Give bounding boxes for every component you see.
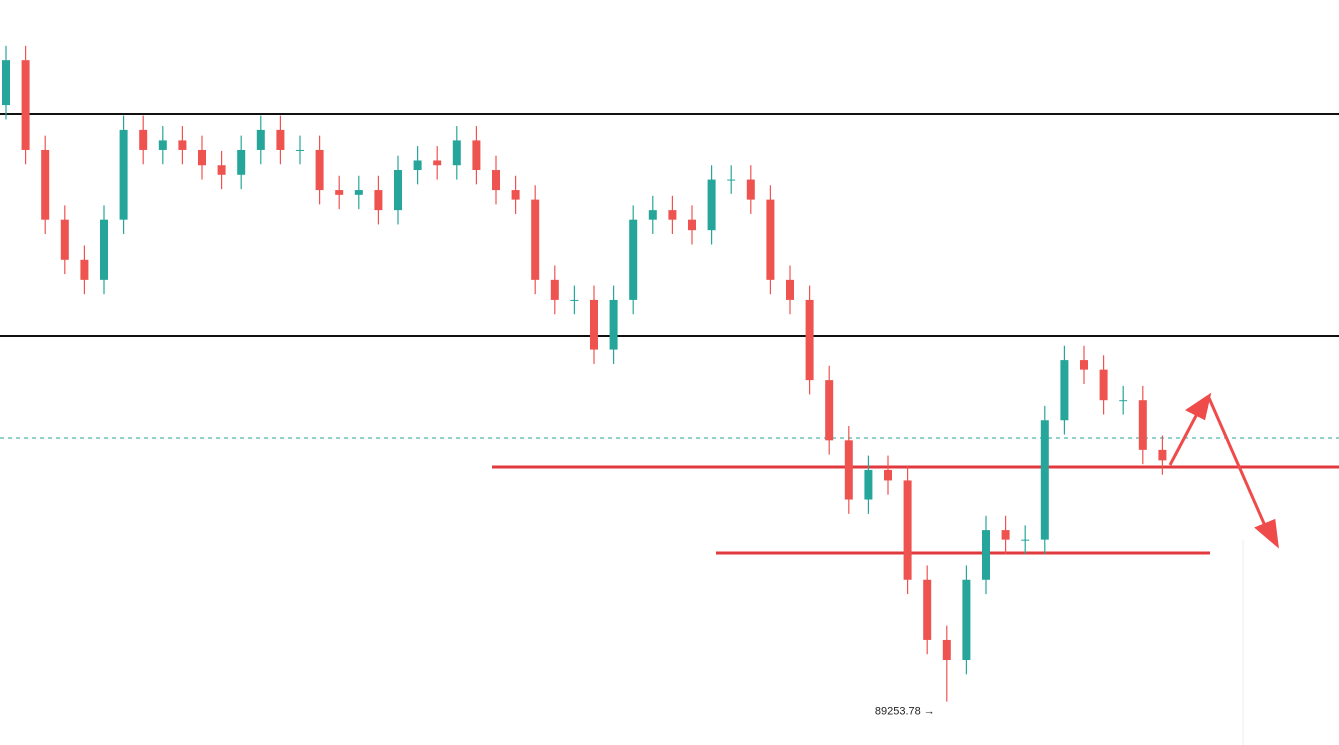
candle-body xyxy=(472,140,481,171)
candle-body xyxy=(590,299,598,350)
candle-body xyxy=(1060,360,1069,421)
arrow-down xyxy=(1207,397,1268,529)
candle-body xyxy=(511,190,520,200)
arrow-head xyxy=(1185,392,1212,421)
candle-body xyxy=(531,199,540,280)
candle-body xyxy=(550,279,559,300)
candle-body xyxy=(21,60,30,150)
candle-body xyxy=(413,160,422,171)
low-annotation: 89253.78 → xyxy=(875,706,935,718)
arrow-head xyxy=(1254,518,1279,549)
candle-body xyxy=(1021,539,1030,541)
candle-body xyxy=(119,129,128,220)
candle-body xyxy=(452,140,461,166)
candle-body xyxy=(805,299,814,381)
candle-body xyxy=(786,279,794,300)
candle-body xyxy=(41,149,50,220)
candle-body xyxy=(942,639,951,660)
candle-body xyxy=(1040,420,1049,540)
candle-body xyxy=(139,129,148,150)
candle-body xyxy=(100,219,108,280)
candle-body xyxy=(394,170,402,211)
arrow-up xyxy=(1168,411,1200,466)
candle-body xyxy=(727,179,736,181)
candle-body xyxy=(844,440,853,500)
candle-body xyxy=(923,579,932,640)
candle-body xyxy=(825,380,834,441)
candle-body xyxy=(864,469,873,500)
candle-body xyxy=(570,299,579,301)
candle-body xyxy=(1080,360,1088,370)
candle-body xyxy=(276,129,285,150)
candle-body xyxy=(374,190,383,211)
candle-body xyxy=(315,149,324,191)
candle-body xyxy=(629,219,638,300)
candle-body xyxy=(296,149,304,151)
candle-body xyxy=(80,259,89,280)
candle-body xyxy=(198,149,206,166)
candle-body xyxy=(962,579,971,660)
candle-body xyxy=(237,149,246,175)
candle-body xyxy=(903,480,912,580)
candle-body xyxy=(217,165,226,175)
candle-body xyxy=(688,219,696,231)
candle-body xyxy=(2,60,10,106)
candle-body xyxy=(648,210,657,220)
candle-body xyxy=(1119,400,1128,402)
candle-body xyxy=(492,170,500,191)
candle-body xyxy=(1158,449,1167,461)
candle-body xyxy=(60,219,69,260)
candle-body xyxy=(433,160,442,166)
candle-body xyxy=(178,140,187,150)
candle-body xyxy=(335,190,344,195)
candle-body xyxy=(1001,530,1010,540)
candle-body xyxy=(354,190,363,195)
arrows xyxy=(1168,392,1279,549)
candle-body xyxy=(1099,369,1108,401)
candle-body xyxy=(158,140,167,150)
candle-body xyxy=(746,179,755,200)
candle-body xyxy=(609,299,618,350)
candle-body xyxy=(256,129,265,150)
candle-body xyxy=(982,530,990,580)
candle-body xyxy=(1138,400,1147,450)
candle-body xyxy=(668,210,677,220)
candle-body xyxy=(884,469,892,481)
candle-body xyxy=(766,199,775,280)
candle-body xyxy=(707,179,716,231)
